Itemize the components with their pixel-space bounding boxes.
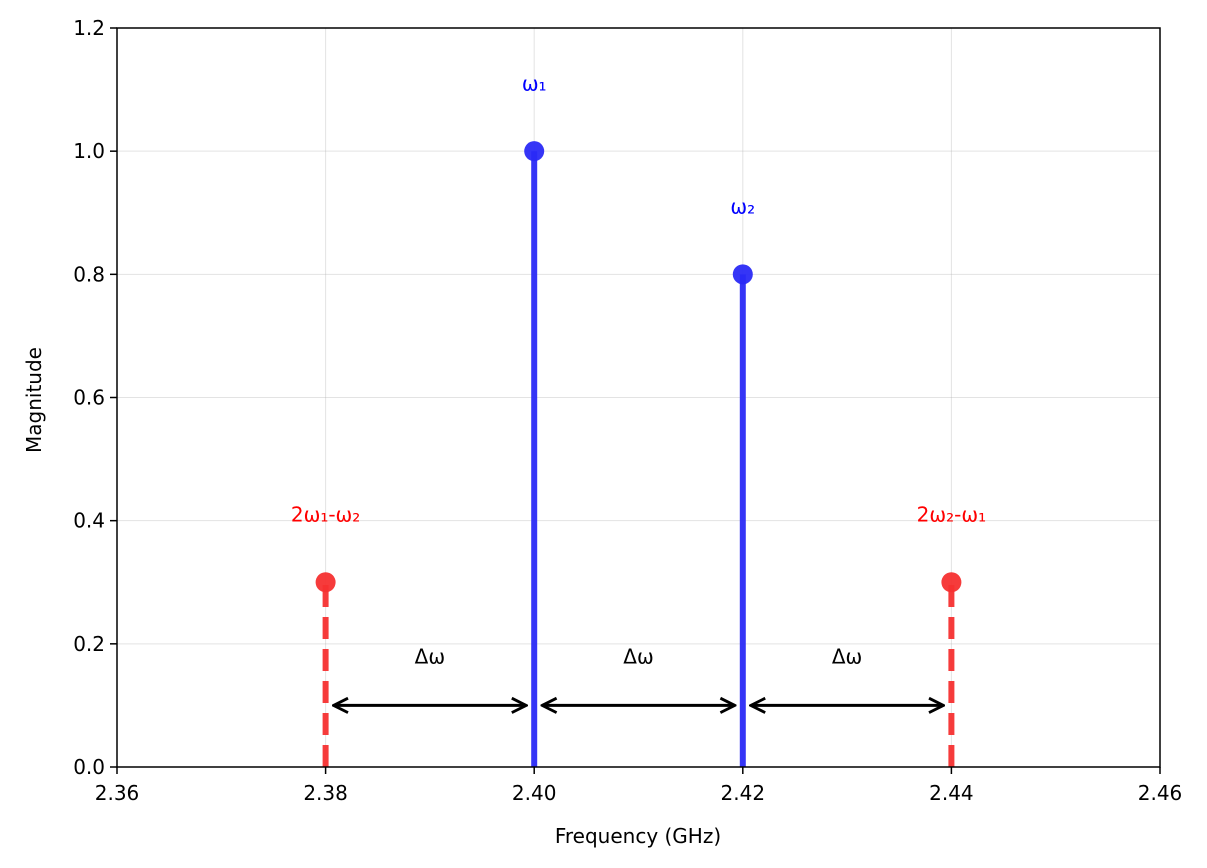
x-tick-label: 2.46 <box>1138 781 1183 805</box>
fundamental-stem-label: ω₂ <box>730 195 755 219</box>
y-tick-label: 0.4 <box>73 509 105 533</box>
intermod-stem-marker <box>941 572 962 593</box>
x-tick-label: 2.36 <box>95 781 140 805</box>
fundamental-stem-marker <box>524 141 545 162</box>
y-tick-label: 0.2 <box>73 632 105 656</box>
y-tick-label: 1.2 <box>73 16 105 40</box>
intermod-stem-label: 2ω₂-ω₁ <box>917 503 986 527</box>
fundamental-stem-label: ω₁ <box>522 71 547 95</box>
x-tick-label: 2.38 <box>303 781 348 805</box>
spacing-label: Δω <box>832 644 862 668</box>
y-tick-label: 0.8 <box>73 262 105 286</box>
stems: ω₁ ω₂ 2ω₁-ω₂ 2ω₂-ω₁ <box>291 71 986 767</box>
spacing-label: Δω <box>415 644 445 668</box>
y-tick-label: 1.0 <box>73 139 105 163</box>
spacing-arrows: Δω Δω Δω <box>334 644 944 705</box>
x-tick-label: 2.44 <box>929 781 974 805</box>
x-axis-label: Frequency (GHz) <box>555 824 721 848</box>
fundamental-stem-marker <box>732 264 753 285</box>
x-tick-label: 2.42 <box>721 781 766 805</box>
axes: 2.36 2.38 2.40 2.42 2.44 2.46 0.0 0.2 0.4 0.6 0.8 1… <box>73 16 1182 805</box>
y-tick-label: 0.6 <box>73 386 105 410</box>
x-tick-label: 2.40 <box>512 781 557 805</box>
y-tick-label: 0.0 <box>73 755 105 779</box>
y-axis-label: Magnitude <box>22 347 46 453</box>
intermod-stem-label: 2ω₁-ω₂ <box>291 503 360 527</box>
spacing-label: Δω <box>623 644 653 668</box>
intermod-stem-marker <box>315 572 336 593</box>
